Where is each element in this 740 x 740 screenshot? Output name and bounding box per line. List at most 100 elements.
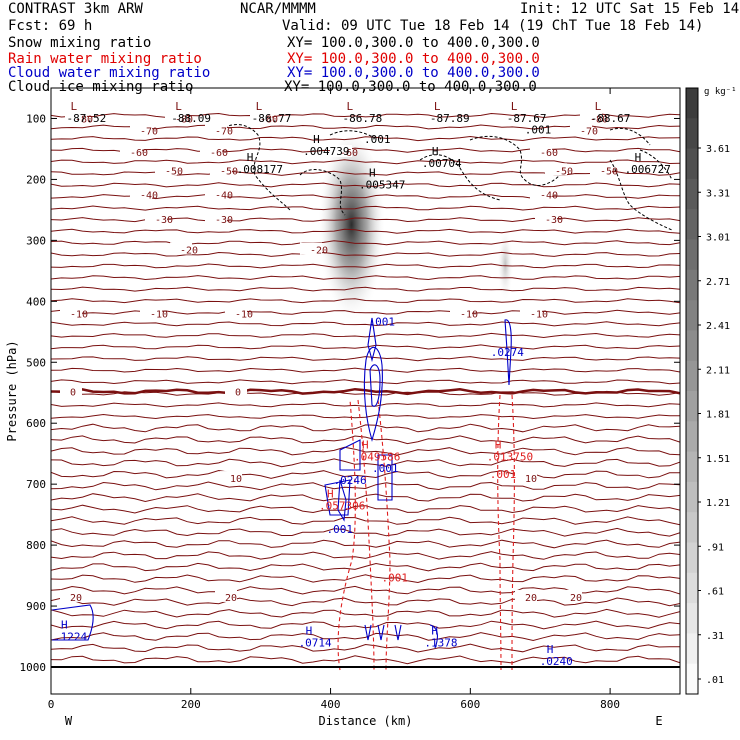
x-tick-label: 600 bbox=[460, 698, 480, 711]
ice-max-marker: H bbox=[635, 151, 642, 164]
isotherm-label-bg bbox=[205, 123, 227, 136]
isotherm-label: -10 bbox=[530, 310, 548, 321]
cloud-ice-contour bbox=[299, 169, 346, 216]
organization-label: NCAR/MMMM bbox=[240, 1, 316, 17]
cloud-water-contour bbox=[337, 479, 347, 522]
isotherm-label-bg bbox=[580, 111, 602, 124]
model-title: CONTRAST 3km ARW bbox=[8, 1, 143, 17]
low-marker: L bbox=[256, 100, 263, 113]
cloudwater-contour-label: .0246 bbox=[334, 474, 367, 487]
isotherm-label: -30 bbox=[155, 215, 173, 226]
ice-max-value: .006727 bbox=[625, 163, 671, 176]
isotherm-label: -50 bbox=[555, 166, 573, 177]
temperature-isotherm bbox=[51, 562, 680, 572]
ice-max-value: .008177 bbox=[237, 163, 283, 176]
temperature-isotherm bbox=[51, 527, 680, 537]
isotherm-label-bg bbox=[530, 187, 552, 200]
isotherm-label: -40 bbox=[215, 191, 233, 202]
rain-contour bbox=[357, 399, 375, 671]
colorbar-label: 2.11 bbox=[706, 365, 730, 376]
cloud-water-contour bbox=[394, 624, 402, 641]
colorbar: g kg⁻¹ .01 .31 .61 .91 1.21 1.51 1.81 2.11 2.41 2.… bbox=[685, 87, 737, 695]
ice-max-marker: H bbox=[313, 133, 320, 146]
rain-max-marker: H bbox=[495, 439, 502, 452]
low-value: -88.09 bbox=[171, 112, 211, 125]
y-tick-label: 400 bbox=[26, 295, 46, 308]
isotherm-label-bg bbox=[200, 144, 222, 157]
isotherm-label-bg bbox=[65, 111, 87, 124]
colorbar-segment bbox=[686, 542, 698, 574]
forecast-hour: Fcst: 69 h bbox=[8, 18, 93, 34]
field-cloudice-xy: XY= 100.0,300.0 to 400.0,300.0 bbox=[284, 79, 537, 95]
cloud-water-contour bbox=[369, 364, 381, 407]
low-marker: L bbox=[511, 100, 518, 113]
colorbar-segment bbox=[686, 300, 698, 331]
colorbar-segment bbox=[686, 481, 698, 513]
isotherm-label: -80 bbox=[175, 114, 193, 125]
temperature-isotherm bbox=[51, 551, 680, 560]
cloud-water-contour bbox=[504, 319, 512, 386]
isotherm-label-bg bbox=[155, 163, 177, 176]
temperature-isotherm bbox=[51, 332, 680, 339]
rain-water-contours bbox=[337, 394, 515, 671]
plot-frame bbox=[50, 87, 681, 695]
east-label: E bbox=[655, 714, 662, 728]
colorbar-label: .31 bbox=[706, 631, 724, 642]
cloud-water-contour bbox=[364, 624, 372, 641]
cloud-water-contour bbox=[377, 624, 385, 641]
isotherm-label-bg bbox=[300, 242, 322, 255]
temperature-isotherm bbox=[51, 539, 680, 549]
isotherm-label: -80 bbox=[590, 114, 608, 125]
temperature-isotherm bbox=[51, 135, 680, 142]
colorbar-frame bbox=[685, 87, 699, 695]
isotherm-label-bg bbox=[560, 589, 582, 602]
x-tick-label: 0 bbox=[48, 698, 55, 711]
isotherm-label: -70 bbox=[580, 127, 598, 138]
cloudwater-contour-label: .001 bbox=[327, 523, 354, 536]
cloud-ice-contour bbox=[419, 154, 501, 201]
isotherm-label-bg bbox=[60, 306, 82, 319]
snow-column bbox=[497, 228, 514, 302]
y-tick-label: 100 bbox=[26, 112, 46, 125]
isotherm-label: -40 bbox=[140, 191, 158, 202]
colorbar-segment bbox=[686, 178, 698, 210]
isotherm-label: -20 bbox=[310, 246, 328, 257]
isotherm-label: -70 bbox=[215, 127, 233, 138]
temperature-isotherm bbox=[51, 574, 680, 584]
isotherm-label: -30 bbox=[215, 215, 233, 226]
y-tick-label: 800 bbox=[26, 539, 46, 552]
isotherm-label-bg bbox=[520, 306, 542, 319]
colorbar-label: 3.61 bbox=[706, 144, 730, 155]
isotherm-label-bg bbox=[130, 123, 152, 136]
isotherm-label: 20 bbox=[525, 593, 537, 604]
y-tick-label: 600 bbox=[26, 417, 46, 430]
isotherm-label: -80 bbox=[75, 114, 93, 125]
colorbar-label: 1.81 bbox=[706, 410, 730, 421]
x-tick-label: 800 bbox=[600, 698, 620, 711]
contour-labels: -80 -80 -80 -80 -70 -70 -70 -60 -60 -60 -60 -50 -50 -… bbox=[54, 100, 671, 668]
rain-max-value: .057306 bbox=[319, 499, 365, 512]
cloudwater-max-marker: H bbox=[61, 619, 68, 632]
isotherm-label-bg bbox=[450, 306, 472, 319]
cloud-water-contours bbox=[51, 317, 512, 649]
isotherm-label: -60 bbox=[210, 148, 228, 159]
isotherm-label-bg bbox=[530, 144, 552, 157]
low-value: -87.89 bbox=[430, 112, 470, 125]
isotherm-label-bg bbox=[205, 187, 227, 200]
cloud-ice-contour bbox=[609, 127, 651, 146]
isotherm-label: -60 bbox=[540, 148, 558, 159]
isotherm-label-bg bbox=[215, 589, 237, 602]
colorbar-label: .61 bbox=[706, 587, 724, 598]
colorbar-segment bbox=[686, 391, 698, 422]
colorbar-segment bbox=[686, 421, 698, 453]
temperature-isotherm bbox=[51, 585, 680, 595]
colorbar-segment bbox=[686, 572, 698, 604]
colorbar-segment bbox=[686, 88, 698, 119]
y-tick-label: 900 bbox=[26, 600, 46, 613]
colorbar-segment bbox=[686, 512, 698, 543]
temperature-isotherm bbox=[51, 469, 680, 479]
colorbar-segment bbox=[686, 209, 698, 240]
cloud-ice-contours bbox=[219, 124, 673, 231]
temperature-isotherm bbox=[51, 344, 680, 350]
low-marker: L bbox=[70, 100, 77, 113]
